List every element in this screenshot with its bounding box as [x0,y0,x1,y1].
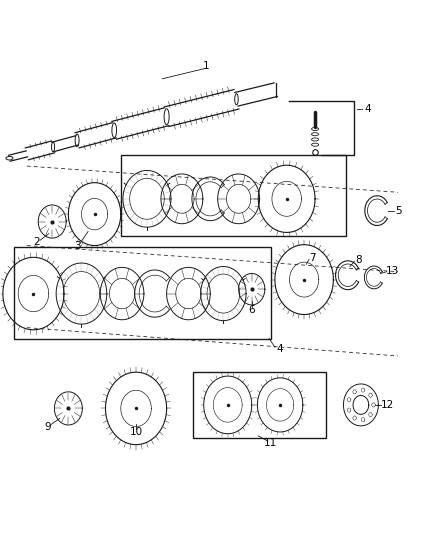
Text: 6: 6 [248,305,255,315]
Text: 5: 5 [395,206,401,216]
Text: 2: 2 [33,238,40,247]
Text: 8: 8 [355,255,362,265]
Text: 3: 3 [74,240,81,251]
Text: 11: 11 [264,438,277,448]
Text: 7: 7 [309,253,316,263]
Text: 9: 9 [44,422,51,432]
Text: 4: 4 [277,344,283,354]
Text: 1: 1 [203,61,209,71]
Text: 12: 12 [381,400,394,410]
Text: 13: 13 [386,266,399,276]
Text: 10: 10 [130,427,143,438]
Text: 4: 4 [364,104,371,114]
